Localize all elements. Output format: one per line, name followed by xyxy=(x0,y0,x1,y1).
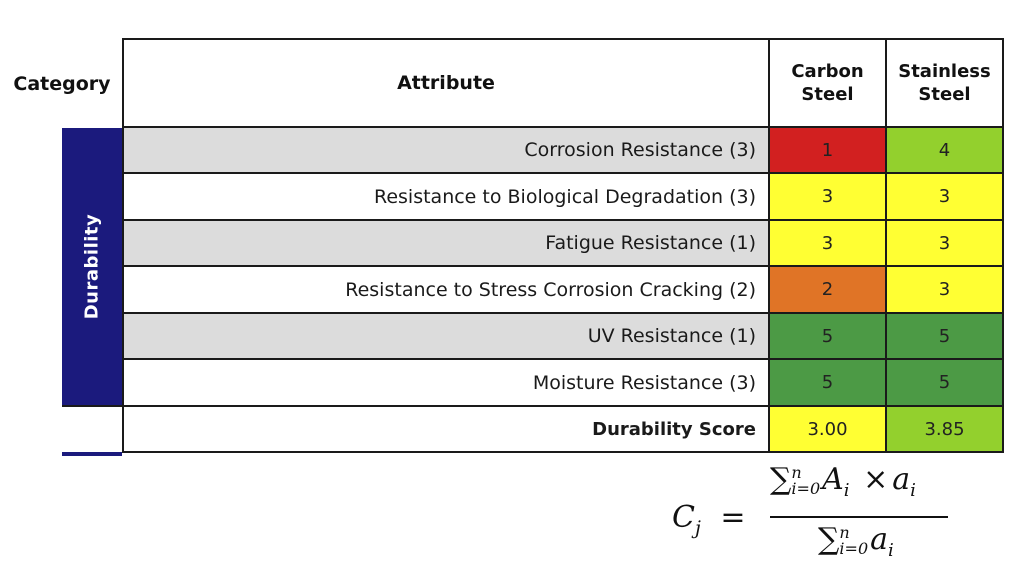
table-row xyxy=(124,174,770,221)
durability-score-label: Durability Score xyxy=(592,419,756,440)
attribute-cell: Fatigue Resistance (1) xyxy=(545,232,756,254)
table-left-border xyxy=(122,38,124,453)
formula-equals: = xyxy=(720,500,746,535)
stainless-durability-score: 3.85 xyxy=(887,407,1004,453)
stainless-score-cell: 3 xyxy=(887,174,1004,221)
attribute-cell: Corrosion Resistance (3) xyxy=(524,139,756,161)
score-row-top-border xyxy=(62,405,1004,407)
category-band-tail xyxy=(62,452,122,456)
header-carbon-line2: Steel xyxy=(801,84,854,105)
column-divider-attribute xyxy=(768,38,770,453)
header-carbon-line1: Carbon xyxy=(791,60,864,82)
formula-lhs-sub: j xyxy=(694,517,701,539)
stainless-score-cell: 5 xyxy=(887,360,1004,407)
column-divider-carbon xyxy=(885,38,887,453)
header-carbon-steel: Carbon Steel xyxy=(770,40,885,126)
weighted-score-formula: Cj = ∑ n i=0 Ai × ai ∑ n i=0 ai xyxy=(672,462,972,582)
formula-sum-symbol: ∑ xyxy=(770,462,792,497)
header-stainless-line1: Stainless xyxy=(898,60,991,82)
formula-den-lower-limit: i=0 xyxy=(839,539,869,558)
category-band-durability: Durability xyxy=(62,128,122,405)
formula-num-a: a xyxy=(892,462,911,497)
formula-fraction-bar xyxy=(770,516,948,518)
carbon-durability-score: 3.00 xyxy=(770,407,887,453)
formula-den-a-sub: i xyxy=(888,540,894,561)
carbon-score-cell: 2 xyxy=(770,267,887,314)
attribute-cell: Resistance to Stress Corrosion Cracking … xyxy=(345,278,756,301)
header-attribute: Attribute xyxy=(397,71,495,94)
stainless-score-cell: 3 xyxy=(887,267,1004,314)
table-row xyxy=(124,128,770,174)
score-row-bottom-border xyxy=(122,451,1004,453)
attribute-cell: UV Resistance (1) xyxy=(587,325,756,347)
stainless-score-cell: 4 xyxy=(887,128,1004,174)
carbon-score-cell: 1 xyxy=(770,128,887,174)
formula-num-a-sub: i xyxy=(910,480,916,501)
formula-times: × xyxy=(863,462,889,497)
attribute-cell: Moisture Resistance (3) xyxy=(532,371,756,394)
carbon-score-cell: 5 xyxy=(770,314,887,360)
formula-den-a: a xyxy=(870,522,889,557)
formula-lower-limit: i=0 xyxy=(791,479,821,498)
table-row xyxy=(124,267,770,314)
stainless-score-cell: 3 xyxy=(887,221,1004,267)
table-row xyxy=(124,314,770,360)
carbon-score-cell: 3 xyxy=(770,221,887,267)
stainless-score-cell: 5 xyxy=(887,314,1004,360)
formula-den-sum-symbol: ∑ xyxy=(818,522,840,557)
formula-lhs: Cj = xyxy=(672,500,746,539)
formula-num-A: A xyxy=(822,462,844,497)
formula-numerator: ∑ n i=0 Ai × ai xyxy=(770,462,916,501)
header-stainless-steel: Stainless Steel xyxy=(887,40,1002,126)
header-category: Category xyxy=(13,72,111,95)
category-label-durability: Durability xyxy=(81,213,103,320)
formula-upper-limit: n xyxy=(791,463,802,482)
header-top-border xyxy=(122,38,1004,40)
carbon-score-cell: 3 xyxy=(770,174,887,221)
table-row xyxy=(124,221,770,267)
carbon-score-cell: 5 xyxy=(770,360,887,407)
formula-denominator: ∑ n i=0 ai xyxy=(818,522,894,561)
formula-num-A-sub: i xyxy=(843,480,850,501)
table-right-border xyxy=(1002,38,1004,453)
header-bottom-border xyxy=(122,126,1004,128)
attribute-cell: Resistance to Biological Degradation (3) xyxy=(373,185,756,208)
header-stainless-line2: Steel xyxy=(918,84,971,105)
formula-den-upper-limit: n xyxy=(839,523,850,542)
formula-lhs-var: C xyxy=(672,500,695,535)
